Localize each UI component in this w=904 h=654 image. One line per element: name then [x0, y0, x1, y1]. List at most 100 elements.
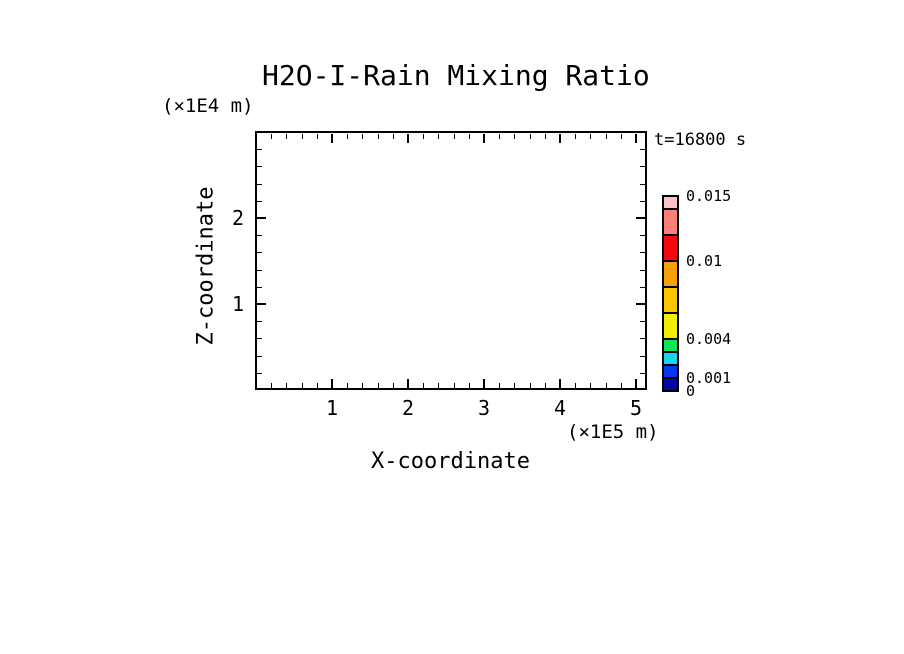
tick-mark	[286, 383, 287, 388]
tick-mark	[640, 149, 645, 150]
colorbar-divider	[662, 351, 679, 353]
tick-mark	[621, 383, 622, 388]
tick-mark	[286, 134, 287, 139]
tick-mark	[575, 134, 576, 139]
colorbar-value-label: 0.004	[686, 330, 732, 348]
tick-mark	[640, 287, 645, 288]
tick-mark	[483, 134, 485, 143]
tick-mark	[407, 134, 409, 143]
colorbar-divider	[662, 286, 679, 288]
tick-mark	[331, 134, 333, 143]
tick-mark	[271, 134, 272, 139]
tick-mark	[257, 184, 262, 185]
colorbar-cell	[664, 339, 677, 352]
z-axis-unit-label: (×1E4 m)	[162, 95, 254, 117]
tick-mark	[257, 252, 262, 253]
tick-mark	[636, 217, 645, 219]
tick-mark	[257, 373, 262, 374]
tick-mark	[257, 149, 262, 150]
tick-mark	[378, 134, 379, 139]
tick-mark	[635, 134, 637, 143]
colorbar-cell	[664, 378, 677, 391]
tick-mark	[545, 134, 546, 139]
colorbar-divider	[662, 364, 679, 366]
tick-mark	[635, 379, 637, 388]
tick-mark	[257, 356, 262, 357]
colorbar-divider	[662, 338, 679, 340]
tick-mark	[302, 383, 303, 388]
colorbar-cell	[664, 365, 677, 378]
tick-mark	[545, 383, 546, 388]
tick-mark	[257, 287, 262, 288]
x-tick-label: 1	[325, 396, 339, 420]
tick-mark	[362, 134, 363, 139]
colorbar-value-label: 0.001	[686, 369, 732, 387]
tick-mark	[423, 383, 424, 388]
x-tick-label: 3	[477, 396, 491, 420]
tick-mark	[378, 383, 379, 388]
tick-mark	[257, 235, 262, 236]
tick-mark	[469, 383, 470, 388]
colorbar-cell	[664, 235, 677, 261]
tick-mark	[514, 383, 515, 388]
tick-mark	[640, 321, 645, 322]
tick-mark	[530, 383, 531, 388]
tick-mark	[331, 379, 333, 388]
tick-mark	[575, 383, 576, 388]
colorbar-divider	[662, 312, 679, 314]
time-annotation: t=16800 s	[654, 130, 747, 150]
tick-mark	[636, 303, 645, 305]
tick-mark	[606, 134, 607, 139]
colorbar-divider	[662, 234, 679, 236]
x-axis-unit-label: (×1E5 m)	[567, 421, 659, 443]
x-tick-label: 4	[553, 396, 567, 420]
colorbar-divider	[662, 390, 679, 392]
colorbar-value-label: 0.015	[686, 187, 732, 205]
tick-mark	[590, 134, 591, 139]
colorbar-divider	[662, 260, 679, 262]
colorbar-cell	[664, 196, 677, 209]
tick-mark	[514, 134, 515, 139]
tick-mark	[640, 235, 645, 236]
tick-mark	[606, 383, 607, 388]
tick-mark	[640, 201, 645, 202]
tick-mark	[393, 383, 394, 388]
colorbar-edge	[677, 195, 679, 392]
tick-mark	[530, 134, 531, 139]
tick-mark	[362, 383, 363, 388]
tick-mark	[438, 134, 439, 139]
tick-mark	[469, 134, 470, 139]
tick-mark	[347, 134, 348, 139]
tick-mark	[454, 134, 455, 139]
tick-mark	[302, 134, 303, 139]
colorbar-value-label: 0	[686, 382, 696, 400]
tick-mark	[257, 201, 262, 202]
tick-mark	[559, 379, 561, 388]
tick-mark	[317, 134, 318, 139]
tick-mark	[640, 184, 645, 185]
x-tick-label: 2	[401, 396, 415, 420]
colorbar-divider	[662, 377, 679, 379]
colorbar-cell	[664, 287, 677, 313]
tick-mark	[257, 321, 262, 322]
tick-mark	[640, 356, 645, 357]
tick-mark	[257, 217, 266, 219]
colorbar-cell	[664, 209, 677, 235]
tick-mark	[257, 338, 262, 339]
tick-mark	[423, 134, 424, 139]
tick-mark	[559, 134, 561, 143]
x-tick-label: 5	[629, 396, 643, 420]
z-tick-label: 2	[231, 206, 244, 230]
tick-mark	[407, 379, 409, 388]
tick-mark	[438, 383, 439, 388]
colorbar-edge	[662, 195, 664, 392]
tick-mark	[483, 379, 485, 388]
x-axis-title: X-coordinate	[371, 449, 530, 474]
tick-mark	[347, 383, 348, 388]
colorbar-divider	[662, 208, 679, 210]
tick-mark	[257, 166, 262, 167]
tick-mark	[621, 134, 622, 139]
tick-mark	[499, 134, 500, 139]
tick-mark	[454, 383, 455, 388]
